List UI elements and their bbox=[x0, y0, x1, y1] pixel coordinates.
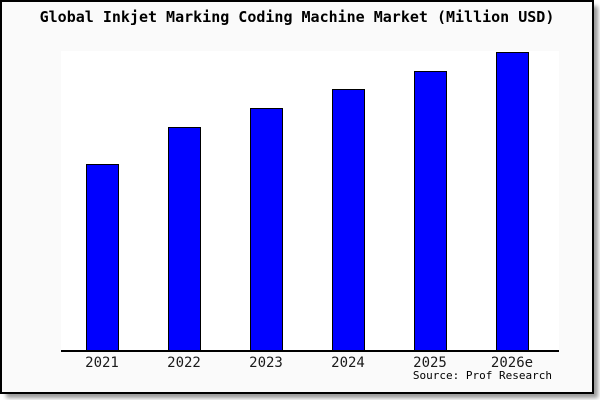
bar-slot-2022 bbox=[143, 51, 225, 350]
chart-frame: Global Inkjet Marking Coding Machine Mar… bbox=[0, 0, 594, 394]
plot-area bbox=[61, 51, 559, 352]
source-credit: Source: Prof Research bbox=[412, 369, 552, 382]
bar-2026e bbox=[495, 51, 529, 350]
bar-2021 bbox=[85, 164, 119, 350]
bar-2023 bbox=[249, 108, 283, 350]
bar-2025 bbox=[413, 71, 447, 350]
bar-slot-2021 bbox=[61, 51, 143, 350]
x-tick-label-2026e: 2026e bbox=[490, 355, 534, 371]
chart-title: Global Inkjet Marking Coding Machine Mar… bbox=[39, 8, 555, 26]
bar-2022 bbox=[167, 126, 201, 350]
bar-slot-2023 bbox=[225, 51, 307, 350]
bars-container bbox=[61, 51, 553, 350]
x-tick-label-2023: 2023 bbox=[249, 355, 283, 371]
x-tick-label-2021: 2021 bbox=[85, 355, 119, 371]
bar-2024 bbox=[331, 88, 365, 350]
bar-slot-2025 bbox=[389, 51, 471, 350]
x-tick-label-2024: 2024 bbox=[331, 355, 365, 371]
bar-slot-2026e bbox=[471, 51, 553, 350]
x-tick-label-2025: 2025 bbox=[413, 355, 447, 371]
bar-slot-2024 bbox=[307, 51, 389, 350]
x-tick-label-2022: 2022 bbox=[167, 355, 201, 371]
x-axis-labels: 2021 2022 2023 2024 2025 2026e bbox=[61, 355, 553, 371]
